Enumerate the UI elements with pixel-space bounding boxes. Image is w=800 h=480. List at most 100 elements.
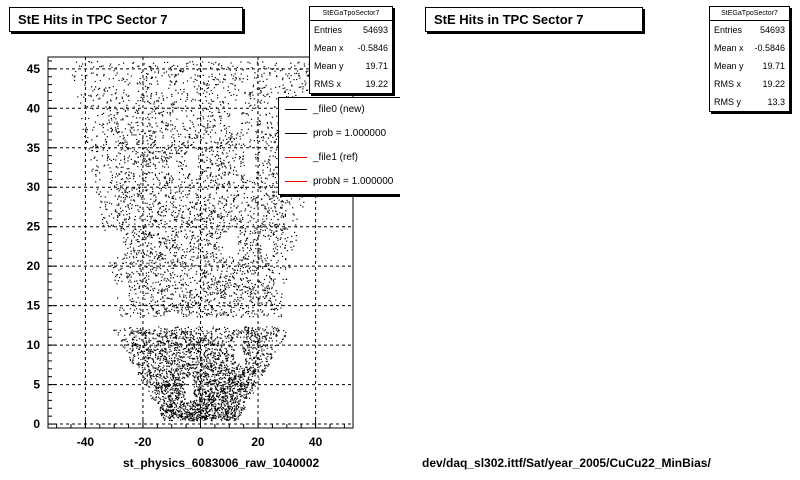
data-point bbox=[240, 375, 242, 377]
data-point bbox=[150, 236, 152, 238]
data-point bbox=[186, 96, 188, 98]
data-point bbox=[267, 291, 270, 294]
data-point bbox=[163, 237, 165, 239]
data-point bbox=[276, 191, 278, 193]
data-point bbox=[230, 273, 232, 275]
data-point bbox=[197, 124, 199, 126]
data-point bbox=[149, 381, 151, 383]
data-point bbox=[214, 156, 216, 158]
data-point bbox=[170, 293, 172, 296]
data-point bbox=[237, 262, 240, 264]
data-point bbox=[182, 190, 184, 192]
data-point bbox=[187, 337, 189, 339]
data-point bbox=[165, 381, 167, 383]
data-point bbox=[111, 94, 113, 96]
data-point bbox=[186, 403, 188, 405]
data-point bbox=[223, 222, 225, 224]
data-point bbox=[169, 409, 171, 411]
data-point bbox=[219, 137, 221, 139]
data-point bbox=[228, 337, 230, 339]
data-point bbox=[233, 285, 235, 287]
data-point bbox=[237, 185, 239, 187]
data-point bbox=[230, 403, 233, 406]
data-point bbox=[181, 216, 183, 218]
data-point bbox=[237, 334, 239, 336]
data-point bbox=[112, 224, 114, 226]
data-point bbox=[187, 94, 189, 96]
data-point bbox=[181, 257, 183, 259]
data-point bbox=[210, 141, 212, 143]
data-point bbox=[139, 175, 141, 177]
data-point bbox=[127, 277, 129, 279]
data-point bbox=[181, 413, 183, 415]
data-point bbox=[204, 390, 206, 392]
data-point bbox=[273, 169, 275, 171]
data-point bbox=[219, 355, 221, 357]
data-point bbox=[221, 172, 224, 174]
data-point bbox=[259, 92, 261, 94]
data-point bbox=[267, 126, 269, 128]
data-point bbox=[238, 388, 240, 390]
data-point bbox=[223, 387, 225, 389]
data-point bbox=[201, 171, 203, 173]
data-point bbox=[186, 80, 189, 82]
data-point bbox=[183, 251, 185, 253]
data-point bbox=[99, 97, 101, 99]
data-point bbox=[195, 408, 197, 411]
data-point bbox=[185, 301, 187, 303]
data-point bbox=[124, 347, 126, 349]
data-point bbox=[246, 332, 248, 334]
data-point bbox=[152, 224, 154, 226]
data-point bbox=[260, 346, 263, 348]
data-point bbox=[225, 411, 227, 413]
data-point bbox=[171, 342, 173, 344]
data-point bbox=[210, 352, 212, 354]
data-point bbox=[170, 260, 172, 262]
data-point bbox=[255, 355, 258, 357]
data-point bbox=[227, 141, 229, 143]
data-point bbox=[166, 409, 168, 411]
data-point bbox=[256, 313, 258, 315]
data-point bbox=[159, 182, 161, 184]
data-point bbox=[148, 275, 150, 277]
data-point bbox=[137, 352, 139, 354]
data-point bbox=[135, 103, 137, 105]
data-point bbox=[202, 331, 204, 333]
data-point bbox=[192, 412, 194, 414]
data-point bbox=[175, 246, 177, 248]
data-point bbox=[158, 289, 160, 291]
data-point bbox=[152, 130, 155, 133]
data-point bbox=[247, 310, 249, 312]
data-point bbox=[158, 326, 160, 328]
data-point bbox=[233, 160, 235, 162]
data-point bbox=[191, 415, 194, 417]
data-point bbox=[191, 294, 193, 296]
data-point bbox=[234, 84, 236, 87]
data-point bbox=[233, 292, 235, 294]
data-point bbox=[256, 137, 258, 139]
data-point bbox=[179, 294, 181, 296]
data-point bbox=[216, 281, 218, 283]
data-point bbox=[224, 293, 226, 295]
data-point bbox=[152, 290, 154, 292]
data-point bbox=[182, 122, 184, 124]
data-point bbox=[130, 147, 132, 150]
data-point bbox=[122, 227, 124, 230]
data-point bbox=[193, 391, 195, 393]
data-point bbox=[98, 98, 100, 100]
data-point bbox=[305, 72, 307, 74]
data-point bbox=[215, 288, 217, 290]
data-point bbox=[156, 386, 158, 389]
data-point bbox=[170, 350, 172, 352]
data-point bbox=[266, 143, 268, 145]
data-point bbox=[217, 380, 220, 382]
data-point bbox=[218, 73, 221, 75]
data-point bbox=[180, 333, 182, 336]
data-point bbox=[142, 371, 144, 373]
data-point bbox=[218, 169, 220, 171]
data-point bbox=[194, 413, 196, 415]
data-point bbox=[192, 248, 194, 250]
data-point bbox=[132, 199, 135, 201]
data-point bbox=[208, 207, 210, 209]
data-point bbox=[221, 385, 223, 387]
